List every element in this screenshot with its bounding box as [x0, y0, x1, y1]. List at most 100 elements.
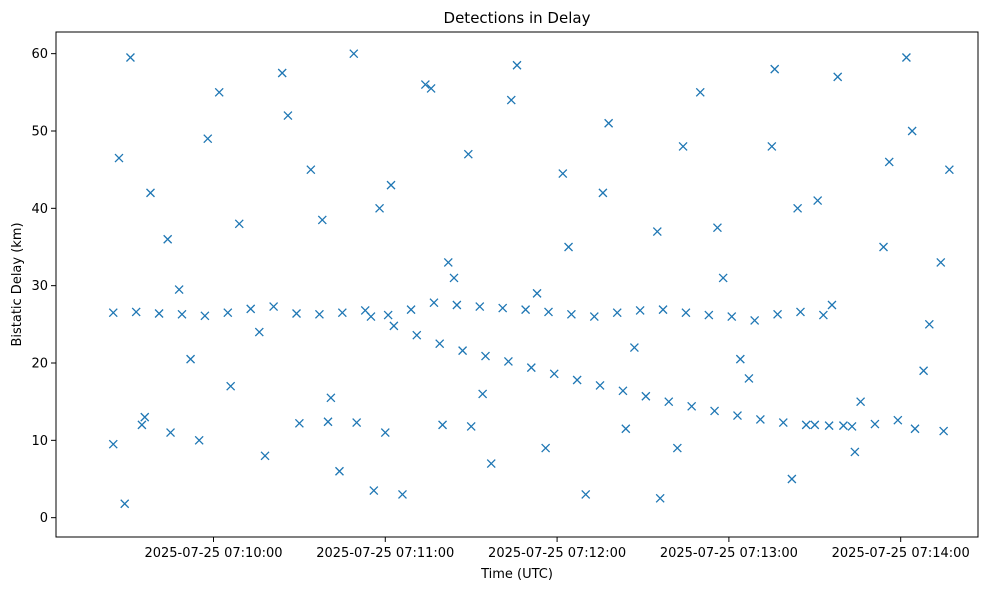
marks-layer	[108, 49, 954, 509]
data-point	[120, 499, 130, 509]
data-point	[335, 466, 344, 476]
data-point	[521, 305, 531, 315]
data-point	[463, 149, 473, 159]
data-point	[558, 169, 568, 178]
data-point	[566, 309, 576, 319]
data-point	[438, 420, 448, 430]
data-point	[349, 49, 359, 59]
data-point	[498, 303, 508, 313]
data-point	[131, 307, 141, 317]
data-point	[744, 374, 754, 383]
data-point	[884, 157, 894, 167]
series-descending-track	[366, 312, 903, 431]
data-point	[352, 418, 362, 428]
data-point	[727, 312, 737, 322]
data-point	[767, 141, 777, 151]
data-point	[254, 327, 264, 337]
data-point	[369, 486, 379, 496]
data-point	[137, 420, 147, 430]
data-point	[406, 305, 416, 315]
data-point	[443, 257, 453, 267]
series-scattered-detections	[114, 49, 954, 509]
y-axis-label: Bistatic Delay (km)	[10, 222, 25, 346]
data-point	[317, 215, 327, 225]
data-point	[114, 153, 124, 163]
data-point	[420, 80, 430, 90]
data-point	[604, 118, 614, 128]
data-point	[389, 321, 399, 331]
data-point	[901, 53, 911, 62]
data-point	[166, 428, 175, 438]
data-point	[710, 406, 720, 416]
data-point	[292, 309, 301, 318]
data-point	[526, 363, 536, 373]
data-point	[108, 308, 118, 318]
data-point	[366, 312, 376, 322]
data-point	[813, 196, 823, 206]
data-point	[687, 401, 697, 411]
data-point	[314, 309, 324, 319]
data-point	[770, 64, 780, 74]
data-point	[655, 493, 665, 503]
data-point	[226, 381, 236, 391]
chart-title: Detections in Delay	[444, 9, 591, 27]
y-tick-label: 10	[31, 434, 48, 449]
data-point	[658, 305, 668, 315]
data-point	[919, 366, 929, 376]
data-point	[712, 223, 722, 233]
data-point	[506, 95, 516, 105]
data-point	[801, 420, 811, 430]
data-point	[503, 356, 513, 366]
data-point	[466, 421, 476, 431]
data-point	[177, 309, 187, 319]
x-axis: 2025-07-25 07:10:00 2025-07-25 07:11:00 20…	[144, 537, 970, 561]
data-point	[478, 389, 488, 399]
data-point	[163, 234, 173, 244]
data-point	[678, 141, 688, 151]
data-point	[140, 412, 150, 422]
data-point	[598, 188, 608, 198]
data-point	[458, 346, 468, 356]
data-point	[641, 391, 651, 401]
data-point	[186, 354, 196, 364]
data-point	[595, 380, 605, 390]
data-point	[383, 310, 393, 320]
x-tick-label: 2025-07-25 07:11:00	[316, 546, 454, 561]
data-point	[449, 273, 459, 283]
data-point	[810, 420, 820, 430]
data-point	[827, 300, 837, 310]
data-point	[733, 411, 742, 421]
data-point	[778, 418, 788, 428]
data-point	[796, 307, 805, 317]
x-tick-label: 2025-07-25 07:14:00	[832, 546, 970, 561]
data-point	[541, 443, 551, 453]
data-point	[893, 415, 903, 425]
data-point	[326, 393, 336, 403]
data-point	[664, 397, 674, 407]
data-point	[269, 302, 279, 312]
data-point	[154, 309, 164, 318]
data-point	[380, 428, 390, 438]
data-point	[549, 369, 559, 379]
data-point	[652, 227, 662, 236]
data-point	[939, 426, 949, 436]
data-point	[787, 474, 797, 484]
data-point	[612, 308, 622, 318]
data-point	[635, 305, 645, 315]
data-point	[750, 316, 760, 325]
data-point	[194, 435, 204, 445]
data-point	[870, 419, 880, 429]
data-point	[735, 354, 745, 364]
data-point	[833, 72, 843, 82]
data-point	[838, 421, 848, 431]
data-point	[681, 308, 691, 318]
data-point	[412, 330, 422, 340]
data-point	[386, 180, 396, 190]
data-point	[924, 319, 934, 329]
data-point	[773, 309, 783, 319]
data-point	[704, 310, 714, 320]
y-axis: 0 10 20 30 40 50 60	[31, 47, 56, 526]
data-point	[429, 298, 439, 308]
